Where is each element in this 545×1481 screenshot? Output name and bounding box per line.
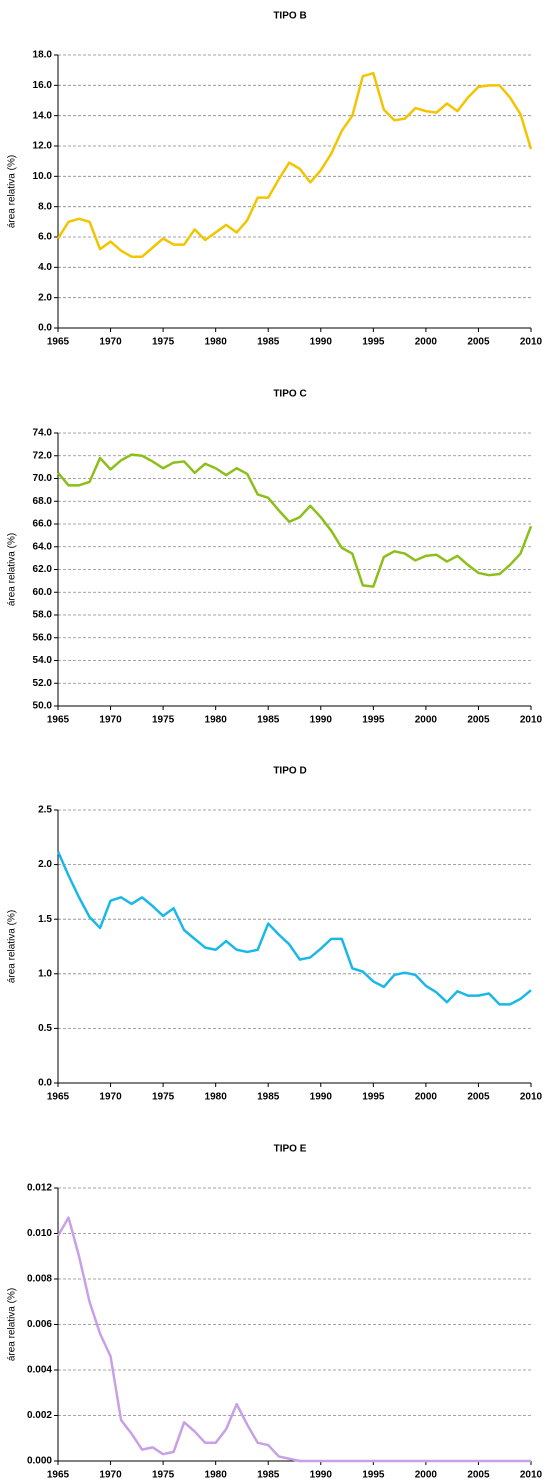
y-axis-label: área relativa (%) (7, 155, 18, 228)
y-tick-label: 0.008 (27, 1274, 52, 1285)
data-line (56, 1216, 531, 1463)
y-tick-label: 0.0 (38, 323, 52, 334)
y-axis-label: área relativa (%) (7, 1288, 18, 1361)
y-tick-label: 2.0 (38, 859, 52, 870)
x-tick-label: 1990 (310, 337, 333, 348)
x-tick-label: 2000 (415, 1470, 438, 1481)
x-tick-label: 1990 (310, 1092, 333, 1103)
x-tick-label: 1970 (99, 1470, 122, 1481)
x-tick-label: 2005 (467, 715, 490, 726)
y-tick-label: 50.0 (33, 701, 53, 712)
x-tick-label: 1975 (152, 715, 175, 726)
x-tick-label: 2005 (467, 1092, 490, 1103)
x-tick-label: 1995 (362, 1470, 385, 1481)
chart-title: TIPO D (273, 766, 306, 777)
x-tick-label: 1980 (205, 715, 228, 726)
y-tick-label: 0.010 (27, 1228, 52, 1239)
y-tick-label: 72.0 (33, 450, 53, 461)
y-tick-label: 62.0 (33, 564, 53, 575)
data-line (56, 71, 533, 258)
chart-title: TIPO C (273, 389, 306, 400)
y-tick-label: 52.0 (33, 678, 53, 689)
x-tick-label: 1975 (152, 1470, 175, 1481)
x-tick-label: 1975 (152, 1092, 175, 1103)
y-tick-label: 68.0 (33, 496, 53, 507)
x-tick-label: 1965 (47, 337, 70, 348)
x-tick-label: 2010 (520, 337, 543, 348)
x-tick-label: 1995 (362, 337, 385, 348)
x-tick-label: 2000 (415, 337, 438, 348)
x-tick-label: 2010 (520, 1470, 543, 1481)
chart-title: TIPO B (273, 11, 306, 22)
y-tick-label: 0.012 (27, 1183, 52, 1194)
y-axis-label: área relativa (%) (7, 910, 18, 983)
y-tick-label: 56.0 (33, 632, 53, 643)
data-line (57, 453, 533, 588)
y-tick-label: 0.0 (38, 1078, 52, 1089)
x-tick-label: 1990 (310, 715, 333, 726)
y-tick-label: 2.0 (38, 292, 52, 303)
x-tick-label: 1970 (99, 337, 122, 348)
y-tick-label: 0.5 (38, 1023, 52, 1034)
x-tick-label: 1970 (99, 715, 122, 726)
y-tick-label: 64.0 (33, 541, 53, 552)
y-tick-label: 12.0 (33, 141, 53, 152)
x-tick-label: 2000 (415, 715, 438, 726)
x-tick-label: 1970 (99, 1092, 122, 1103)
y-tick-label: 60.0 (33, 587, 53, 598)
x-tick-label: 2010 (520, 1092, 543, 1103)
y-tick-label: 0.004 (27, 1365, 52, 1376)
chart-title: TIPO E (274, 1144, 307, 1155)
x-tick-label: 1985 (257, 1092, 280, 1103)
y-tick-label: 14.0 (33, 110, 53, 121)
y-tick-label: 0.000 (27, 1456, 52, 1467)
y-tick-label: 18.0 (33, 50, 53, 61)
x-tick-label: 1975 (152, 337, 175, 348)
y-tick-label: 0.006 (27, 1319, 52, 1330)
x-tick-label: 1965 (47, 715, 70, 726)
y-tick-label: 74.0 (33, 428, 53, 439)
y-tick-label: 4.0 (38, 262, 52, 273)
y-tick-label: 1.0 (38, 968, 52, 979)
x-tick-label: 1995 (362, 1092, 385, 1103)
y-tick-label: 1.5 (38, 914, 52, 925)
x-tick-label: 1980 (205, 1470, 228, 1481)
x-tick-label: 1965 (47, 1470, 70, 1481)
x-tick-label: 1995 (362, 715, 385, 726)
x-tick-label: 1985 (257, 1470, 280, 1481)
y-tick-label: 66.0 (33, 519, 53, 530)
y-tick-label: 58.0 (33, 610, 53, 621)
y-tick-label: 10.0 (33, 171, 53, 182)
x-tick-label: 2005 (467, 337, 490, 348)
data-line (56, 850, 532, 1006)
x-tick-label: 1985 (257, 715, 280, 726)
y-tick-label: 16.0 (33, 80, 53, 91)
x-tick-label: 1980 (205, 1092, 228, 1103)
x-tick-label: 1980 (205, 337, 228, 348)
x-tick-label: 2005 (467, 1470, 490, 1481)
y-tick-label: 6.0 (38, 232, 52, 243)
y-tick-label: 0.002 (27, 1410, 52, 1421)
y-tick-label: 70.0 (33, 473, 53, 484)
y-tick-label: 8.0 (38, 201, 52, 212)
x-tick-label: 1965 (47, 1092, 70, 1103)
x-tick-label: 2000 (415, 1092, 438, 1103)
y-tick-label: 2.5 (38, 805, 52, 816)
y-axis-label: área relativa (%) (7, 533, 18, 606)
x-tick-label: 1990 (310, 1470, 333, 1481)
x-tick-label: 1985 (257, 337, 280, 348)
y-tick-label: 54.0 (33, 655, 53, 666)
x-tick-label: 2010 (520, 715, 543, 726)
